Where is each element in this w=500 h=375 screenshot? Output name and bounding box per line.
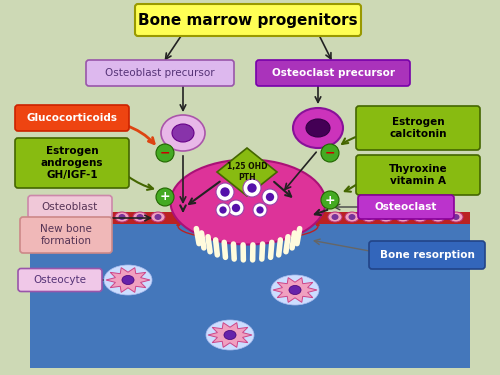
Circle shape: [253, 203, 267, 217]
Ellipse shape: [82, 214, 89, 220]
Bar: [30, 212, 470, 224]
Ellipse shape: [122, 276, 134, 285]
Polygon shape: [106, 268, 150, 292]
Ellipse shape: [306, 119, 330, 137]
Ellipse shape: [172, 124, 194, 142]
Ellipse shape: [348, 214, 356, 220]
FancyBboxPatch shape: [356, 106, 480, 150]
Ellipse shape: [332, 214, 338, 220]
Circle shape: [232, 204, 240, 212]
Text: Osteoclast: Osteoclast: [375, 202, 437, 212]
Text: Estrogen
androgens
GH/IGF-1: Estrogen androgens GH/IGF-1: [41, 146, 104, 180]
Text: Bone resorption: Bone resorption: [380, 250, 474, 260]
Polygon shape: [273, 278, 317, 302]
Ellipse shape: [206, 320, 254, 350]
Ellipse shape: [271, 275, 319, 305]
FancyBboxPatch shape: [86, 60, 234, 86]
Ellipse shape: [97, 212, 111, 222]
Circle shape: [262, 189, 278, 205]
Ellipse shape: [79, 212, 93, 222]
Ellipse shape: [61, 212, 75, 222]
Ellipse shape: [416, 214, 424, 220]
Circle shape: [156, 144, 174, 162]
Text: +: +: [324, 194, 336, 207]
Text: Glucocorticoids: Glucocorticoids: [26, 113, 118, 123]
Circle shape: [248, 183, 256, 193]
Ellipse shape: [413, 212, 427, 222]
Ellipse shape: [431, 212, 445, 222]
Circle shape: [243, 179, 261, 197]
Ellipse shape: [379, 212, 393, 222]
Ellipse shape: [224, 330, 236, 339]
FancyBboxPatch shape: [358, 195, 454, 219]
FancyBboxPatch shape: [20, 217, 112, 253]
Ellipse shape: [434, 214, 442, 220]
Text: New bone
formation: New bone formation: [40, 224, 92, 246]
Text: Estrogen
calcitonin: Estrogen calcitonin: [389, 117, 447, 139]
Circle shape: [220, 188, 230, 196]
Circle shape: [228, 200, 244, 216]
Ellipse shape: [170, 159, 326, 244]
Text: Osteoblast: Osteoblast: [42, 202, 98, 212]
Ellipse shape: [64, 214, 71, 220]
Polygon shape: [217, 148, 277, 196]
FancyBboxPatch shape: [256, 60, 410, 86]
Ellipse shape: [100, 214, 107, 220]
Ellipse shape: [382, 214, 390, 220]
Ellipse shape: [118, 214, 126, 220]
Ellipse shape: [178, 212, 318, 240]
Text: Thyroxine
vitamin A: Thyroxine vitamin A: [388, 164, 448, 186]
Ellipse shape: [151, 212, 165, 222]
FancyBboxPatch shape: [18, 268, 102, 291]
FancyBboxPatch shape: [356, 155, 480, 195]
Circle shape: [321, 191, 339, 209]
Polygon shape: [208, 322, 252, 347]
Circle shape: [216, 183, 234, 201]
Ellipse shape: [115, 212, 129, 222]
Ellipse shape: [161, 115, 205, 151]
Circle shape: [266, 193, 274, 201]
Circle shape: [321, 144, 339, 162]
Text: −: −: [325, 147, 335, 159]
Ellipse shape: [136, 214, 143, 220]
Circle shape: [156, 188, 174, 206]
Text: Osteoclast precursor: Osteoclast precursor: [272, 68, 394, 78]
Ellipse shape: [345, 212, 359, 222]
Circle shape: [256, 206, 264, 214]
Circle shape: [216, 203, 230, 217]
Bar: [30, 218, 470, 368]
Ellipse shape: [289, 285, 301, 294]
Text: 1,25 OHD
PTH: 1,25 OHD PTH: [227, 162, 267, 182]
FancyBboxPatch shape: [15, 138, 129, 188]
Ellipse shape: [104, 265, 152, 295]
Ellipse shape: [43, 212, 57, 222]
Ellipse shape: [396, 212, 410, 222]
Ellipse shape: [46, 214, 54, 220]
Ellipse shape: [328, 212, 342, 222]
FancyBboxPatch shape: [369, 241, 485, 269]
Ellipse shape: [133, 212, 147, 222]
Text: Osteocyte: Osteocyte: [34, 275, 86, 285]
Text: Bone marrow progenitors: Bone marrow progenitors: [138, 12, 358, 27]
Text: −: −: [160, 147, 170, 159]
Ellipse shape: [452, 214, 460, 220]
FancyBboxPatch shape: [28, 195, 112, 219]
FancyBboxPatch shape: [135, 4, 361, 36]
Text: +: +: [160, 190, 170, 204]
Ellipse shape: [293, 108, 343, 148]
Text: Osteoblast precursor: Osteoblast precursor: [105, 68, 215, 78]
Ellipse shape: [154, 214, 162, 220]
Circle shape: [220, 206, 226, 214]
Ellipse shape: [362, 212, 376, 222]
FancyBboxPatch shape: [15, 105, 129, 131]
Ellipse shape: [400, 214, 406, 220]
Ellipse shape: [366, 214, 372, 220]
Ellipse shape: [449, 212, 463, 222]
